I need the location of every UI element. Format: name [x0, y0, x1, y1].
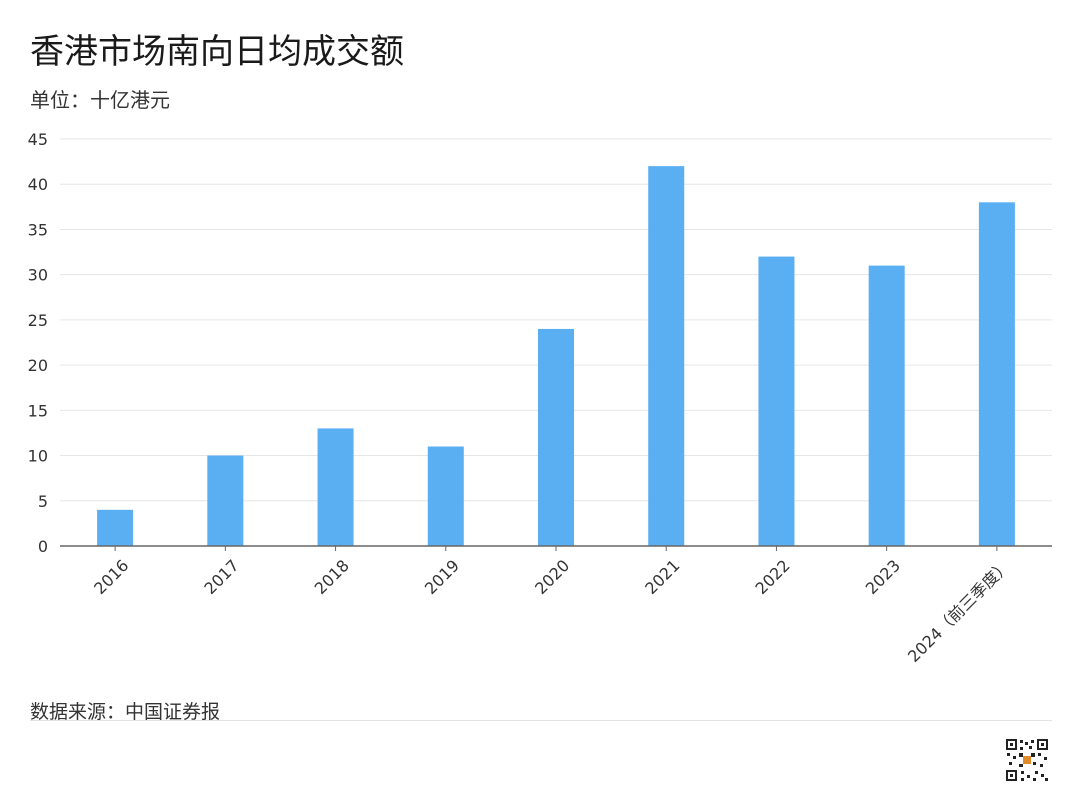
y-tick-label: 30	[28, 266, 48, 285]
x-tick-label: 2024（前三季度）	[904, 556, 1014, 666]
footer-divider	[30, 720, 1052, 721]
y-axis-ticks: 0 5 10 15 20 25 30 35 40 45	[28, 130, 48, 556]
bar	[758, 256, 795, 546]
x-tick-label: 2020	[531, 556, 573, 598]
x-tick-label: 2018	[311, 556, 353, 598]
y-tick-label: 15	[28, 401, 48, 420]
y-tick-label: 10	[28, 447, 48, 466]
x-tick-label: 2019	[421, 556, 463, 598]
qr-code-icon	[1005, 738, 1049, 782]
bar	[317, 428, 354, 546]
y-tick-label: 20	[28, 356, 48, 375]
x-axis-ticks: 2016 2017 2018 2019 2020 2021 2022 2023 2024（前三季…	[90, 546, 1014, 666]
y-tick-label: 25	[28, 311, 48, 330]
chart-title: 香港市场南向日均成交额	[30, 32, 404, 72]
x-tick-label: 2017	[200, 556, 242, 598]
x-tick-label: 2023	[862, 556, 904, 598]
bars	[97, 166, 1015, 547]
y-tick-label: 40	[28, 175, 48, 194]
bar	[427, 446, 464, 546]
bar	[207, 455, 244, 546]
bar	[868, 265, 905, 546]
y-tick-label: 5	[38, 492, 48, 511]
data-source: 数据来源：中国证券报	[30, 701, 221, 723]
x-tick-label: 2016	[90, 556, 132, 598]
x-tick-label: 2021	[641, 556, 683, 598]
y-tick-label: 35	[28, 220, 48, 239]
y-tick-label: 0	[38, 537, 48, 556]
bar	[978, 202, 1015, 547]
bar	[538, 328, 574, 546]
bar	[97, 509, 134, 546]
bar	[648, 166, 685, 546]
unit-label: 单位：十亿港元	[30, 88, 170, 112]
x-tick-label: 2022	[752, 556, 794, 598]
y-tick-label: 45	[28, 130, 48, 149]
